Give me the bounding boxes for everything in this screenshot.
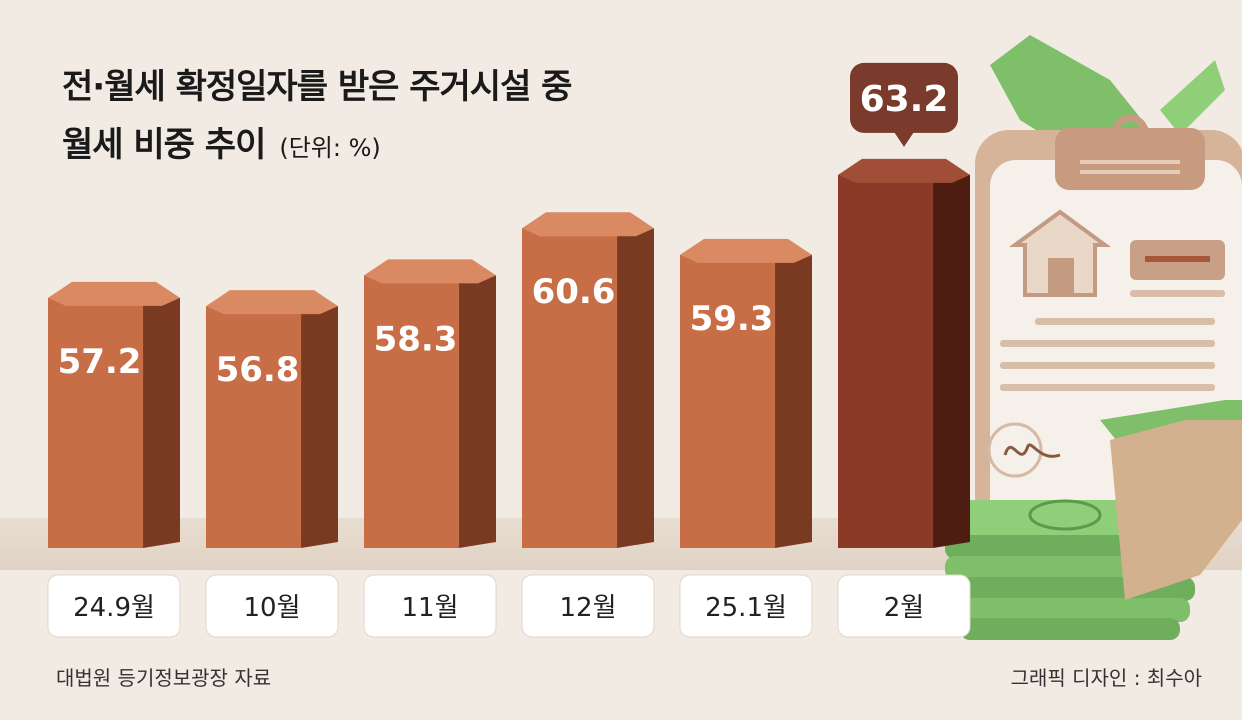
category-label-box bbox=[679, 574, 813, 638]
category-label-box bbox=[521, 574, 655, 638]
category-label: 2월 bbox=[884, 593, 924, 623]
category-label-box bbox=[363, 574, 497, 638]
clipboard-clip bbox=[1055, 128, 1205, 190]
signature-mark bbox=[1003, 443, 1061, 458]
money-bill-layer-6 bbox=[960, 618, 1180, 640]
doc-line-2 bbox=[1035, 318, 1215, 325]
unit-label: (단위: %) bbox=[279, 134, 381, 162]
bar-front bbox=[48, 297, 144, 548]
clip-line bbox=[1080, 160, 1180, 164]
title-line-2-text: 월세 비중 추이 bbox=[62, 125, 266, 165]
signature-seal bbox=[987, 422, 1043, 478]
doc-line-3 bbox=[1000, 340, 1215, 347]
bar-top-cap bbox=[680, 238, 812, 263]
design-credit: 그래픽 디자인 : 최수아 bbox=[1010, 666, 1202, 690]
bar-side bbox=[301, 306, 338, 548]
bar-value-label: 60.6 bbox=[532, 272, 616, 312]
bar-side bbox=[775, 254, 812, 548]
bar-value-label: 56.8 bbox=[216, 350, 300, 390]
bar-series: 57.2 24.9월 56.8 10월 58.3 11월 60.6 12월 59.3 25.1월 6… bbox=[47, 62, 971, 638]
bar-value-label: 63.2 bbox=[860, 79, 949, 120]
category-label-box bbox=[837, 574, 971, 638]
category-label: 25.1월 bbox=[705, 593, 787, 623]
bar-top-cap bbox=[48, 281, 180, 306]
clip-ring bbox=[1111, 114, 1149, 152]
house-door bbox=[1048, 258, 1074, 295]
bar-top-cap bbox=[364, 259, 496, 284]
bar-value-label: 58.3 bbox=[374, 319, 458, 359]
bar-side bbox=[617, 228, 654, 548]
title-line-2: 월세 비중 추이 (단위: %) bbox=[62, 116, 571, 177]
house-icon bbox=[1008, 209, 1112, 297]
bar-value-label: 57.2 bbox=[58, 342, 142, 382]
value-callout-box bbox=[850, 62, 958, 133]
bar-front bbox=[206, 306, 302, 548]
doc-line-5 bbox=[1000, 384, 1215, 391]
doc-line-1 bbox=[1130, 290, 1225, 297]
bar-top-cap bbox=[206, 290, 338, 315]
clip-line-2 bbox=[1080, 170, 1180, 174]
doc-stamp-line bbox=[1145, 256, 1210, 262]
source-note: 대법원 등기정보광장 자료 bbox=[56, 666, 272, 690]
bar-front bbox=[838, 174, 934, 548]
bar-side bbox=[143, 297, 180, 548]
money-leaf bbox=[1160, 60, 1225, 135]
bar-front bbox=[680, 254, 776, 548]
doc-line-4 bbox=[1000, 362, 1215, 369]
money-stack-icon bbox=[945, 400, 1242, 640]
bar-side bbox=[459, 275, 496, 548]
bar-value-label: 59.3 bbox=[690, 299, 774, 339]
bar-top-cap bbox=[522, 212, 654, 237]
category-label: 11월 bbox=[401, 593, 458, 623]
title-line-1: 전·월세 확정일자를 받은 주거시설 중 bbox=[62, 67, 572, 107]
category-label: 12월 bbox=[559, 593, 616, 623]
bar-front bbox=[364, 275, 460, 548]
money-bill-oval bbox=[1028, 499, 1102, 531]
category-label: 10월 bbox=[243, 593, 300, 623]
category-label-box bbox=[205, 574, 339, 638]
category-label: 24.9월 bbox=[73, 593, 155, 623]
bar-side bbox=[933, 174, 970, 548]
money-band bbox=[1110, 420, 1242, 600]
money-bill-layer-5 bbox=[950, 598, 1190, 622]
value-callout-pointer bbox=[894, 131, 914, 147]
category-label-box bbox=[47, 574, 181, 638]
chart-title: 전·월세 확정일자를 받은 주거시설 중 월세 비중 추이 (단위: %) bbox=[62, 58, 572, 177]
bar-top-cap bbox=[838, 158, 970, 183]
bar-front bbox=[522, 228, 618, 548]
